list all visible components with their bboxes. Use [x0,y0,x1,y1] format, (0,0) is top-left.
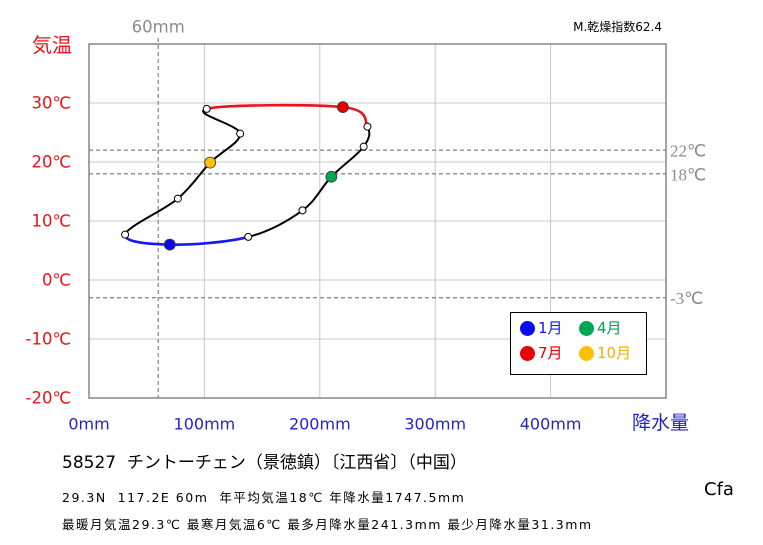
curve-segment [202,107,242,135]
curve-segment [209,132,242,164]
station-title: 58527 チントーチェン（景徳鎮）〔江西省〕（中国） [62,453,467,473]
curve-segment [247,209,304,238]
x-tick-label: 400mm [520,415,582,434]
x-tick-label: 200mm [289,415,351,434]
data-point-month-1 [163,238,176,251]
y-axis-title: 気温 [32,33,72,57]
x-axis-labels: 0mm 100mm 200mm 300mm 400mm 降水量 [68,412,689,434]
data-point-month-7 [336,101,349,114]
data-point-month-5 [359,142,368,151]
x-tick-label: 0mm [68,415,109,434]
curve-segment [124,197,179,236]
legend-marker [579,345,594,361]
data-point-month-3 [298,206,307,215]
curve-segment [123,233,172,246]
monthly-markers [121,101,372,251]
data-point-month-11 [173,194,182,203]
y-tick-label: 0℃ [42,271,71,290]
y-tick-label: -10℃ [26,330,71,349]
climate-classification: Cfa [704,479,734,500]
legend-marker [520,345,535,361]
y-tick-label: 10℃ [31,212,71,231]
legend-item-july: 7月 [520,343,563,363]
curve-segment [176,161,212,200]
station-summary-line-1: 29.3N 117.2E 60m 年平均気温18℃ 年降水量1747.5mm [62,490,466,505]
curve-segment [168,235,250,246]
legend-item-october: 10月 [579,343,631,363]
data-point-month-8 [202,104,211,113]
y-tick-label: -20℃ [26,389,71,408]
aridity-index: M.乾燥指数62.4 [573,20,662,34]
y-axis-labels: 30℃ 20℃ 10℃ 0℃ -10℃ -20℃ 気温 [26,33,72,408]
station-summary-line-2: 最暖月気温29.3℃ 最寒月気温6℃ 最多月降水量241.3mm 最少月降水量3… [62,517,593,532]
precipitation-reference-label: 60mm [132,18,185,37]
legend-label: 1月 [538,319,563,337]
y-tick-label: 20℃ [31,153,71,172]
legend-marker [579,320,594,336]
plot-frame [88,43,667,399]
reference-lines: 22℃ 18℃ -3℃ 60mm [89,18,706,398]
data-point-month-6 [363,122,372,131]
legend-item-january: 1月 [520,318,563,338]
temperature-reference-label: -3℃ [670,289,703,308]
legend-item-april: 4月 [579,318,622,338]
temperature-reference-label: 22℃ [670,142,706,161]
data-point-month-10 [204,156,217,169]
data-point-month-9 [236,129,245,138]
x-axis-title: 降水量 [632,412,689,434]
data-point-month-2 [244,232,253,241]
data-point-month-4 [325,170,338,183]
legend: 1月 4月 7月 10月 [510,312,647,375]
x-tick-label: 100mm [174,415,236,434]
legend-label: 7月 [538,344,563,362]
curve-segment [301,175,333,212]
curve-segment [205,103,345,111]
y-tick-label: 30℃ [31,94,71,113]
x-tick-label: 300mm [404,415,466,434]
legend-label: 4月 [597,319,622,337]
legend-label: 10月 [597,344,632,362]
temperature-reference-label: 18℃ [670,165,706,184]
legend-marker [520,320,535,336]
data-point-month-12 [121,230,130,239]
gridlines [89,44,666,398]
